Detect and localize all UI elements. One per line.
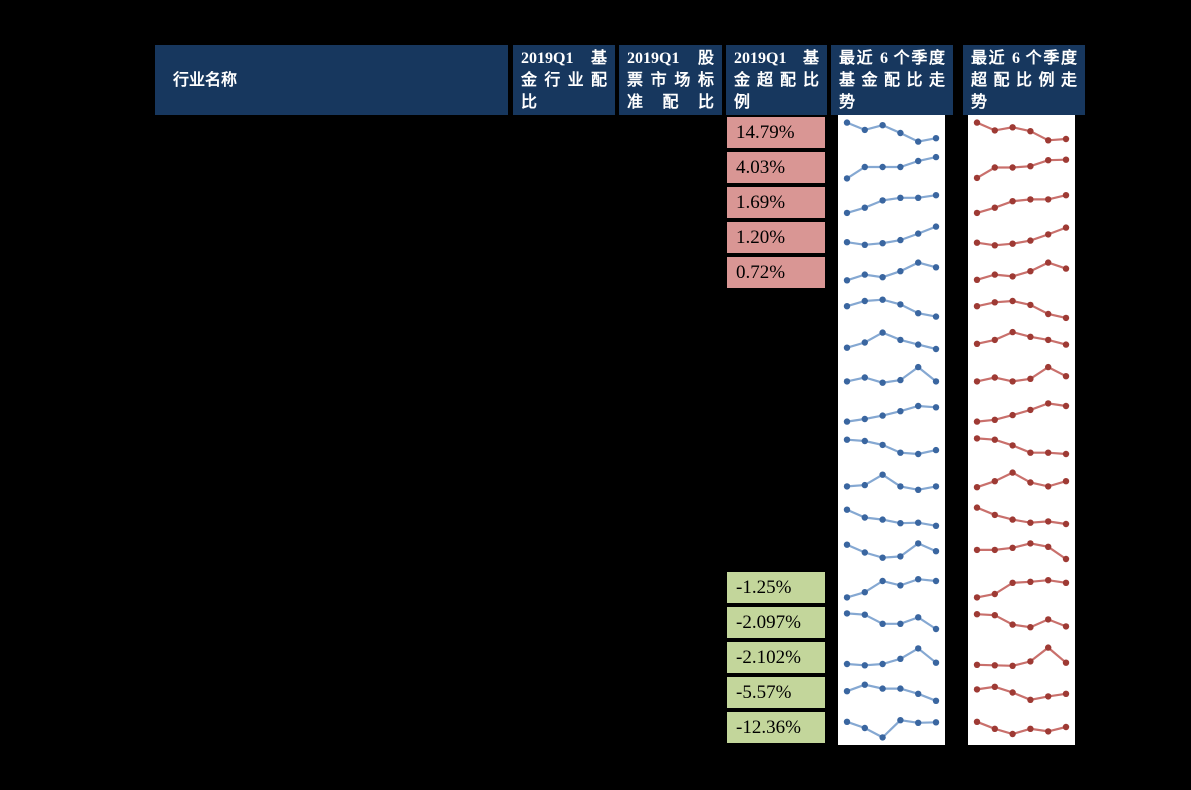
over-allocation-sparkline-row-5 <box>973 259 1070 283</box>
over-allocation-value-negative: -2.102% <box>725 640 827 675</box>
over-allocation-sparkline-row-13 <box>973 540 1070 563</box>
over-allocation-sparkline-row-6 <box>973 297 1070 322</box>
over-allocation-sparkline-row-1 <box>973 119 1070 144</box>
fund-allocation-sparkline-row-5 <box>843 259 940 284</box>
over-allocation-value-positive: 1.20% <box>725 220 827 255</box>
fund-allocation-sparkline-row-3 <box>843 192 940 217</box>
over-allocation-sparkline-row-12 <box>973 504 1070 528</box>
fund-allocation-sparkline-row-16 <box>843 645 940 669</box>
fund-allocation-sparkline-column <box>838 115 945 745</box>
over-allocation-sparkline-row-15 <box>973 611 1070 631</box>
over-allocation-sparkline-row-2 <box>973 156 1070 182</box>
col-header-fund-allocation-trend: 最近 6 个季度 基金配比走 势 <box>831 45 953 115</box>
col-header-fund-over-allocation: 2019Q1 基 金超配比 例 <box>726 45 827 115</box>
col-header-industry-name: 行业名称 <box>155 45 508 115</box>
over-allocation-sparkline-row-4 <box>973 224 1070 249</box>
fund-allocation-sparkline-row-10 <box>843 436 940 458</box>
col-header-over-allocation-trend: 最近 6 个季度 超配比例走 势 <box>963 45 1085 115</box>
over-allocation-sparkline-row-14 <box>973 577 1070 601</box>
fund-allocation-sparkline-row-13 <box>843 540 940 561</box>
fund-allocation-sparkline-row-15 <box>843 610 940 633</box>
over-allocation-sparkline-column <box>968 115 1075 745</box>
over-allocation-value-negative: -12.36% <box>725 710 827 745</box>
over-allocation-value-negative: -2.097% <box>725 605 827 640</box>
over-allocation-sparkline-row-17 <box>973 683 1070 703</box>
col-header-fund-industry-allocation: 2019Q1 基 金行业配 比 <box>513 45 615 115</box>
over-allocation-sparkline-row-9 <box>973 400 1070 425</box>
fund-allocation-sparkline-row-12 <box>843 506 940 529</box>
col-header-market-standard-allocation: 2019Q1 股 票市场标 准配比 <box>619 45 722 115</box>
fund-allocation-sparkline-row-14 <box>843 576 940 601</box>
over-allocation-value-negative: -1.25% <box>725 570 827 605</box>
over-allocation-value-positive: 0.72% <box>725 255 827 290</box>
fund-allocation-sparkline-row-18 <box>843 717 940 741</box>
fund-allocation-sparkline-row-1 <box>843 119 940 145</box>
over-allocation-value-positive: 1.69% <box>725 185 827 220</box>
over-allocation-sparkline-row-3 <box>973 192 1070 217</box>
over-allocation-value-negative: -5.57% <box>725 675 827 710</box>
fund-allocation-sparkline-row-9 <box>843 402 940 425</box>
over-allocation-value-positive: 4.03% <box>725 150 827 185</box>
over-allocation-sparkline-row-10 <box>973 435 1070 458</box>
fund-allocation-sparkline-row-7 <box>843 329 940 353</box>
fund-allocation-sparkline-row-4 <box>843 223 940 248</box>
over-allocation-sparkline-row-8 <box>973 363 1070 385</box>
fund-allocation-sparkline-row-6 <box>843 296 940 320</box>
over-allocation-value-positive: 14.79% <box>725 115 827 150</box>
over-allocation-sparkline-row-16 <box>973 644 1070 669</box>
fund-allocation-sparkline-row-8 <box>843 363 940 386</box>
over-allocation-sparkline-row-18 <box>973 718 1070 738</box>
over-allocation-sparkline-row-7 <box>973 328 1070 348</box>
fund-allocation-sparkline-row-11 <box>843 471 940 493</box>
over-allocation-sparkline-row-11 <box>973 469 1070 491</box>
fund-allocation-sparkline-row-2 <box>843 153 940 182</box>
fund-allocation-sparkline-row-17 <box>843 681 940 704</box>
